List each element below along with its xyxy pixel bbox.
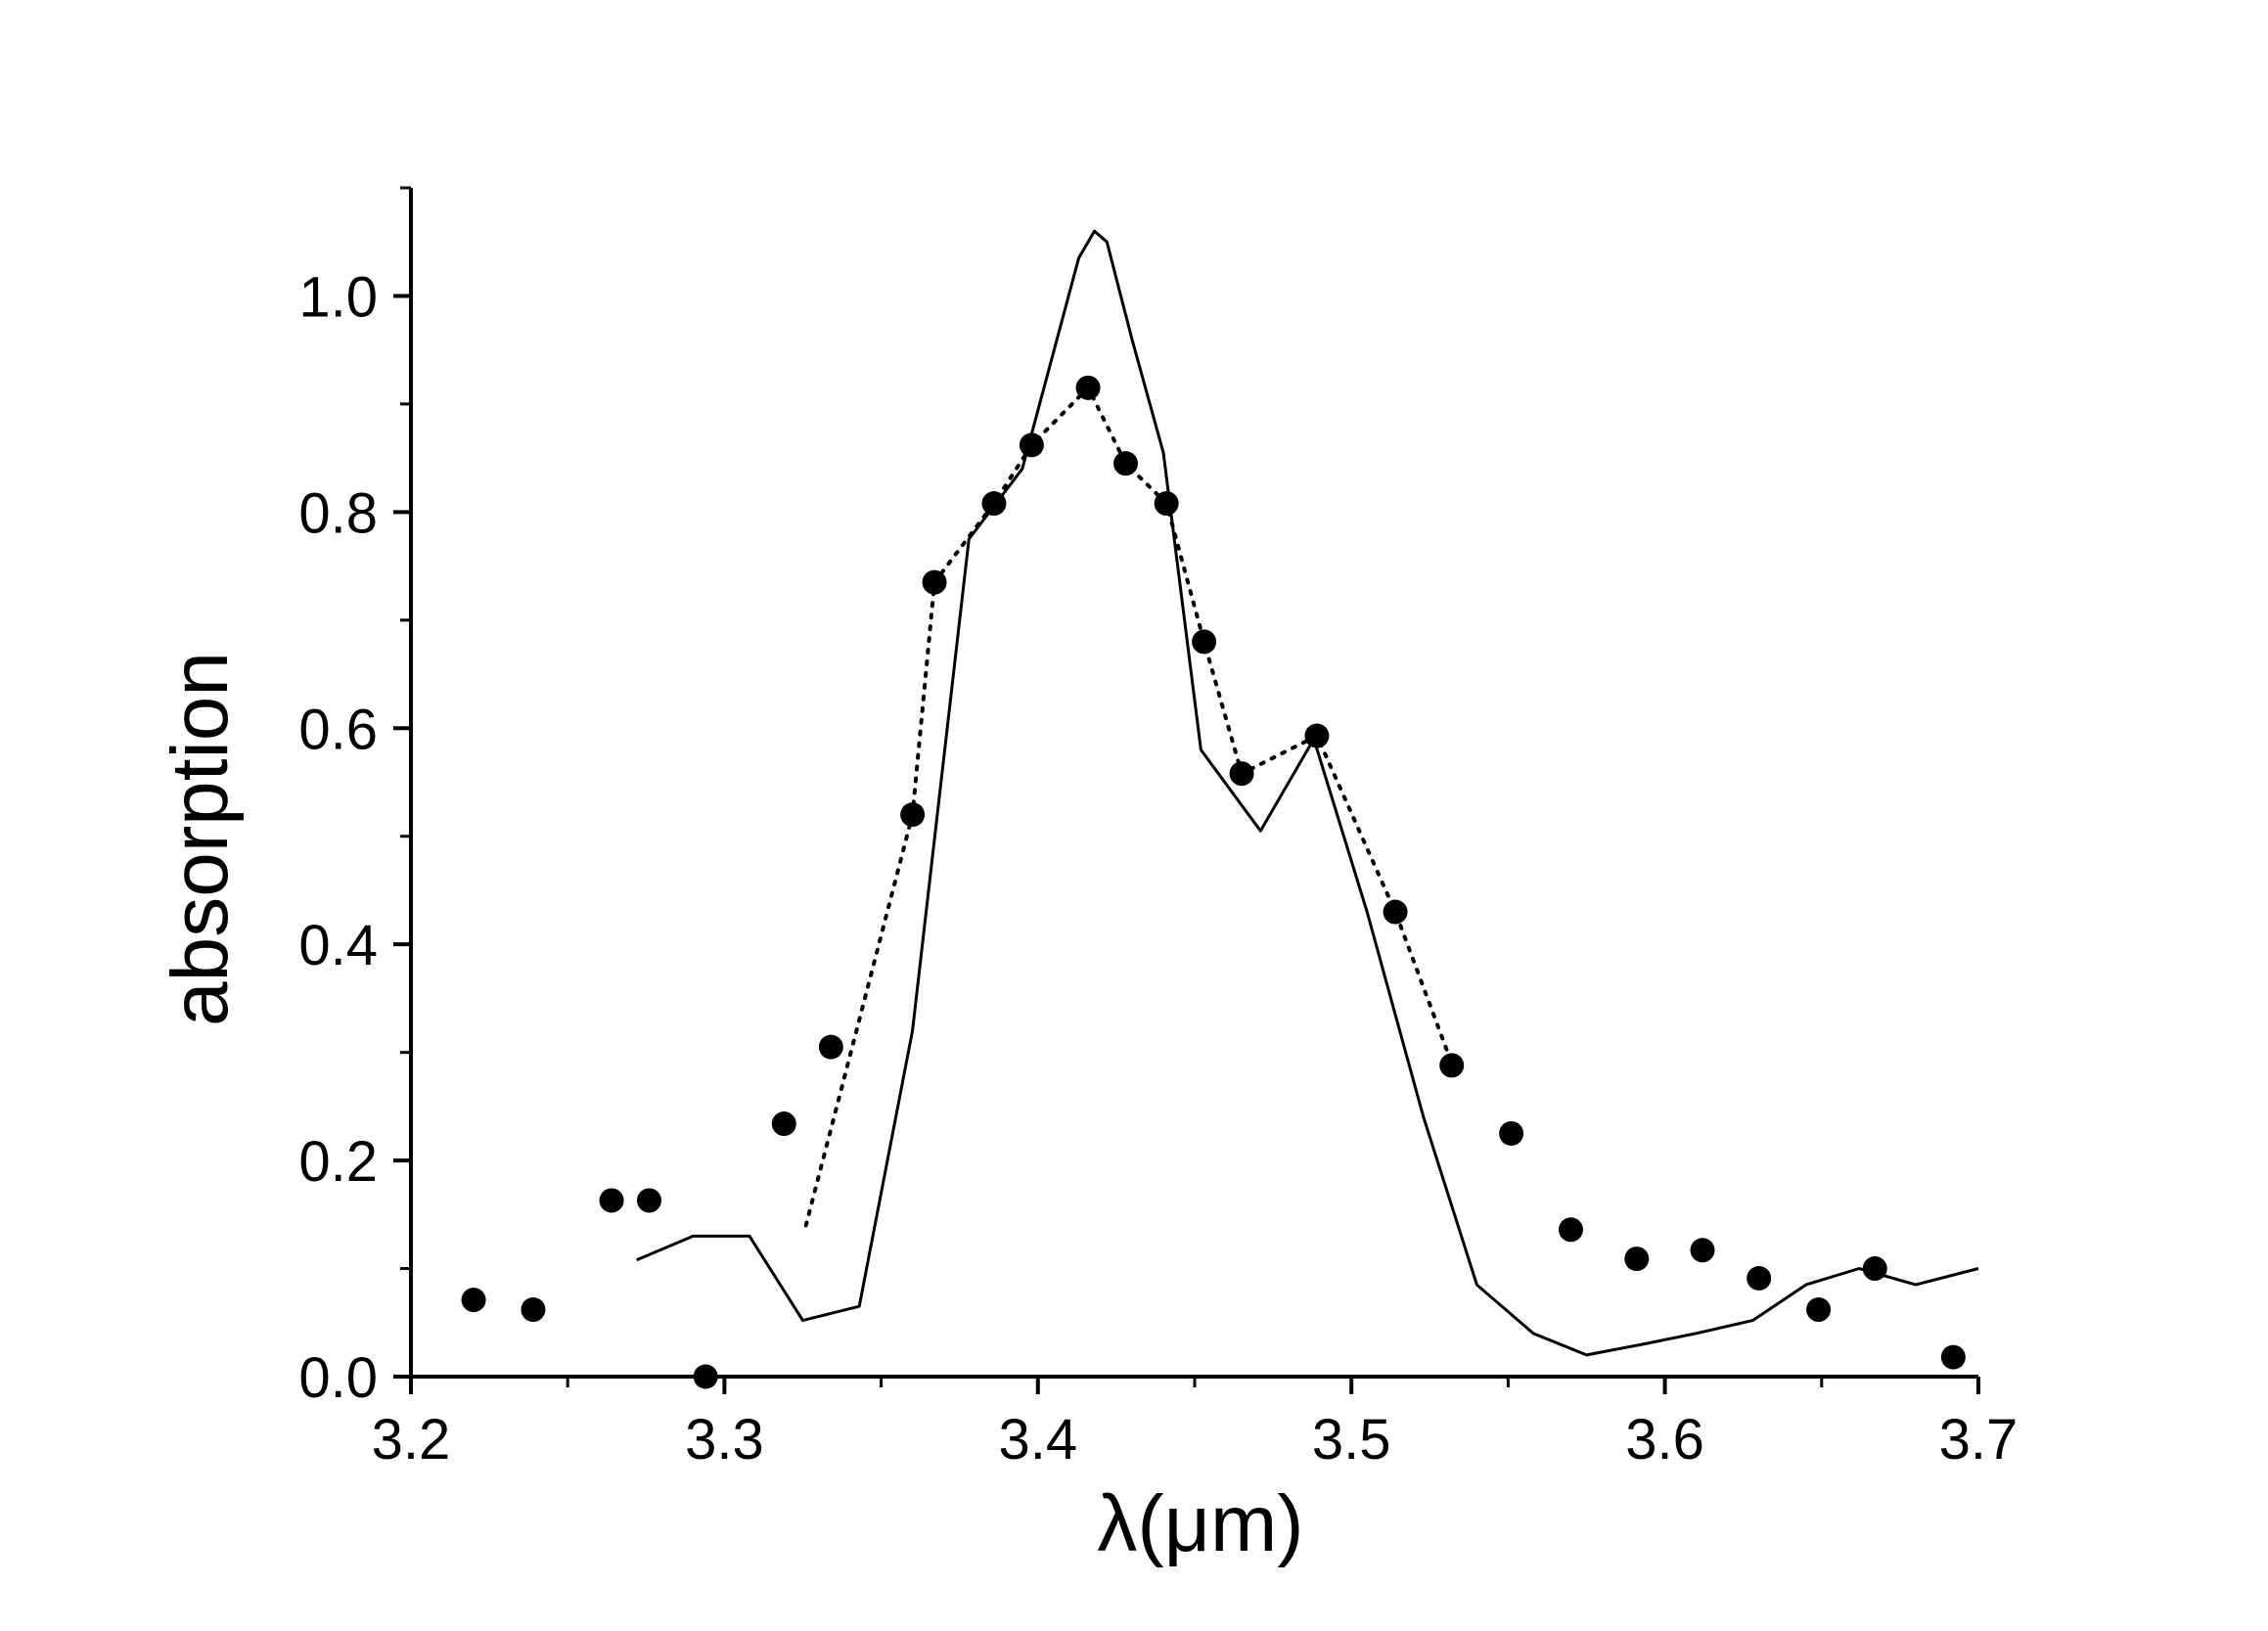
data-point	[900, 802, 926, 828]
marker-series	[461, 375, 1966, 1389]
y-tick-label: 0.0	[298, 1346, 378, 1410]
x-tick-label: 3.3	[685, 1408, 764, 1472]
data-point	[521, 1297, 546, 1323]
data-point	[1624, 1246, 1650, 1272]
data-point	[981, 491, 1007, 517]
data-point	[1746, 1265, 1772, 1291]
data-point	[693, 1364, 718, 1389]
data-point	[771, 1111, 796, 1137]
data-point	[1439, 1053, 1465, 1078]
x-tick-label: 3.5	[1312, 1408, 1391, 1472]
data-point	[922, 569, 947, 595]
x-tick-label: 3.6	[1625, 1408, 1704, 1472]
data-point	[1192, 629, 1217, 655]
y-tick-label: 0.8	[298, 481, 378, 545]
data-point	[599, 1188, 624, 1213]
x-tick-label: 3.7	[1939, 1408, 2019, 1472]
data-point	[818, 1034, 843, 1060]
data-point	[1499, 1120, 1524, 1146]
tick-labels: 3.2 3.3 3.4 3.5 3.6 3.7 0.0 0.2 0.4 0.6 0.8 1.0	[298, 265, 2018, 1472]
x-tick-label: 3.4	[998, 1408, 1077, 1472]
dotted-series-line	[803, 385, 1454, 1228]
y-tick-label: 0.6	[298, 698, 378, 761]
data-point	[1154, 491, 1179, 517]
data-point	[1806, 1297, 1832, 1323]
data-point	[461, 1288, 486, 1313]
solid-series-line	[636, 229, 1979, 1357]
axes	[393, 186, 1980, 1394]
y-axis-title: absorption	[156, 652, 245, 1026]
data-point	[1383, 899, 1408, 925]
data-point	[1019, 432, 1044, 458]
y-tick-label: 1.0	[298, 265, 378, 329]
data-point	[1229, 761, 1254, 787]
y-tick-label: 0.4	[298, 914, 378, 977]
data-point	[1862, 1256, 1887, 1282]
series-layer	[461, 229, 1979, 1389]
x-tick-label: 3.2	[372, 1408, 451, 1472]
data-point	[1304, 723, 1330, 748]
y-tick-label: 0.2	[298, 1130, 378, 1194]
data-point	[1558, 1217, 1583, 1243]
x-axis-title: λ(μm)	[1097, 1479, 1303, 1568]
data-point	[637, 1188, 662, 1213]
data-point	[1940, 1344, 1966, 1370]
data-point	[1075, 375, 1101, 400]
data-point	[1690, 1238, 1715, 1263]
data-point	[1113, 451, 1139, 476]
